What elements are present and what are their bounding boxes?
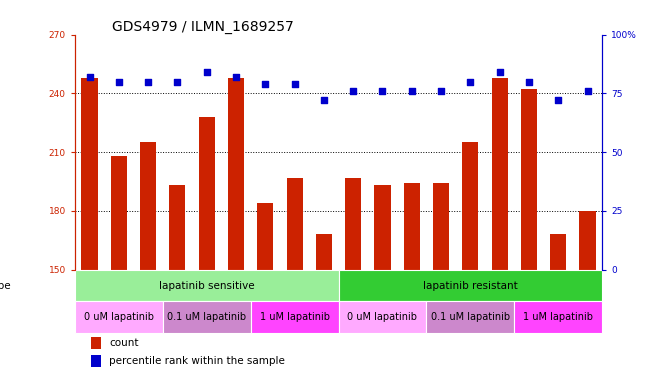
Point bbox=[260, 81, 271, 87]
Bar bbox=[521, 89, 537, 270]
Point bbox=[553, 97, 564, 103]
Point bbox=[495, 69, 505, 75]
Point bbox=[378, 88, 388, 94]
Point bbox=[231, 74, 242, 80]
Text: lapatinib sensitive: lapatinib sensitive bbox=[159, 281, 255, 291]
Text: percentile rank within the sample: percentile rank within the sample bbox=[109, 356, 285, 366]
Bar bbox=[163, 301, 251, 333]
Text: 0 uM lapatinib: 0 uM lapatinib bbox=[84, 313, 154, 323]
Point bbox=[202, 69, 212, 75]
Bar bbox=[426, 301, 514, 333]
Text: lapatinib resistant: lapatinib resistant bbox=[423, 281, 518, 291]
Point bbox=[114, 78, 124, 84]
Text: count: count bbox=[109, 338, 139, 348]
Text: 0.1 uM lapatinib: 0.1 uM lapatinib bbox=[167, 313, 246, 323]
Bar bbox=[199, 117, 215, 270]
Point bbox=[465, 78, 476, 84]
Bar bbox=[228, 78, 244, 270]
Bar bbox=[90, 354, 102, 367]
Point bbox=[85, 74, 95, 80]
Bar bbox=[339, 270, 602, 301]
Bar bbox=[81, 78, 98, 270]
Point bbox=[406, 88, 417, 94]
Point bbox=[583, 88, 593, 94]
Bar bbox=[345, 177, 361, 270]
Text: 1 uM lapatinib: 1 uM lapatinib bbox=[523, 313, 593, 323]
Bar bbox=[514, 301, 602, 333]
Bar bbox=[316, 234, 332, 270]
Bar bbox=[433, 184, 449, 270]
Bar bbox=[75, 301, 163, 333]
Bar bbox=[492, 78, 508, 270]
Text: 1 uM lapatinib: 1 uM lapatinib bbox=[260, 313, 329, 323]
Bar bbox=[90, 337, 102, 349]
Bar bbox=[140, 142, 156, 270]
Text: 0 uM lapatinib: 0 uM lapatinib bbox=[348, 313, 417, 323]
Text: GDS4979 / ILMN_1689257: GDS4979 / ILMN_1689257 bbox=[112, 20, 294, 33]
Bar bbox=[169, 185, 186, 270]
Bar bbox=[257, 203, 273, 270]
Bar bbox=[579, 211, 596, 270]
Point bbox=[319, 97, 329, 103]
Point bbox=[436, 88, 447, 94]
Point bbox=[173, 78, 183, 84]
Bar bbox=[462, 142, 478, 270]
Bar bbox=[251, 301, 339, 333]
Text: cell type: cell type bbox=[0, 281, 11, 291]
Point bbox=[523, 78, 534, 84]
Bar bbox=[404, 184, 420, 270]
Bar bbox=[550, 234, 566, 270]
Point bbox=[348, 88, 358, 94]
Bar bbox=[111, 156, 127, 270]
Bar bbox=[374, 185, 391, 270]
Text: 0.1 uM lapatinib: 0.1 uM lapatinib bbox=[431, 313, 510, 323]
Bar bbox=[75, 270, 339, 301]
Bar bbox=[339, 301, 426, 333]
Point bbox=[143, 78, 154, 84]
Point bbox=[289, 81, 299, 87]
Bar bbox=[286, 177, 303, 270]
